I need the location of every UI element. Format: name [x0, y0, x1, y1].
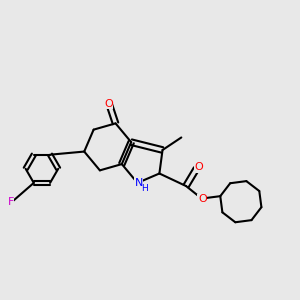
Text: O: O [194, 162, 203, 172]
Text: O: O [104, 99, 113, 109]
Text: O: O [198, 194, 207, 205]
Text: H: H [141, 184, 148, 193]
Text: N: N [134, 178, 143, 188]
Text: F: F [8, 197, 14, 207]
